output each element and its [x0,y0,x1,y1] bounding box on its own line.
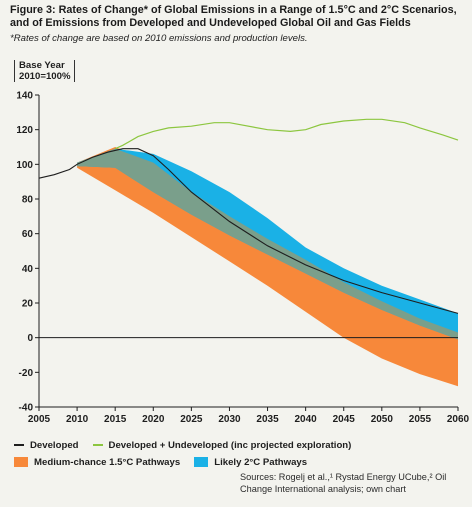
figure-note: *Rates of change are based on 2010 emiss… [10,33,308,44]
band-15c-pathways [77,147,458,387]
y-tick-label: 0 [27,333,33,344]
y-tick-label: 80 [22,195,34,206]
x-tick-label: 2005 [28,414,51,425]
legend-swatch-2c [194,457,209,467]
legend-item-developed: Developed [14,440,79,451]
legend-swatch-developed-undeveloped [92,444,103,446]
legend-item-15c: Medium-chance 1.5°C Pathways [14,457,180,468]
legend-swatch-developed [14,444,24,446]
x-tick-label: 2040 [295,414,318,425]
y-tick-label: 140 [16,91,33,102]
x-tick-label: 2045 [333,414,356,425]
y-tick-label: 100 [16,160,33,171]
y-tick-label: 40 [22,264,34,275]
line-developed [38,148,459,314]
legend-row-bands: Medium-chance 1.5°C Pathways Likely 2°C … [14,454,321,470]
y-tick-label: 60 [22,229,34,240]
x-tick-label: 2030 [218,414,241,425]
legend-item-developed-undeveloped: Developed + Undeveloped (inc projected e… [92,439,352,451]
y-tick-label: -20 [19,368,34,379]
legend-swatch-15c [14,457,28,467]
legend-label-developed: Developed [30,439,79,451]
band-overlap [77,148,458,340]
y-tick-label: 20 [22,299,34,310]
x-tick-label: 2020 [142,414,165,425]
x-tick-label: 2015 [104,414,127,425]
y-tick-label: -40 [19,403,34,414]
legend-label-2c: Likely 2°C Pathways [214,456,308,468]
x-tick-label: 2060 [447,414,470,425]
x-tick-label: 2050 [371,414,394,425]
line-developed-undeveloped [114,118,459,150]
y-axis-unit-label: Base Year 2010=100% [14,60,76,82]
legend-row-lines: Developed Developed + Undeveloped (inc p… [14,437,365,453]
x-tick-label: 2025 [180,414,203,425]
sources-note: Sources: Rogelj et al.,¹ Rystad Energy U… [240,472,447,494]
x-tick-label: 2055 [409,414,432,425]
x-tick-label: 2035 [256,414,279,425]
legend-label-developed-undeveloped: Developed + Undeveloped (inc projected e… [108,439,352,451]
legend-item-2c: Likely 2°C Pathways [194,457,307,468]
y-tick-label: 120 [16,125,33,136]
legend-label-15c: Medium-chance 1.5°C Pathways [34,456,181,468]
x-tick-label: 2010 [66,414,89,425]
unit-line-2: 2010=100% [19,71,71,82]
figure-title: Figure 3: Rates of Change* of Global Emi… [10,4,457,29]
unit-line-1: Base Year [19,60,65,71]
